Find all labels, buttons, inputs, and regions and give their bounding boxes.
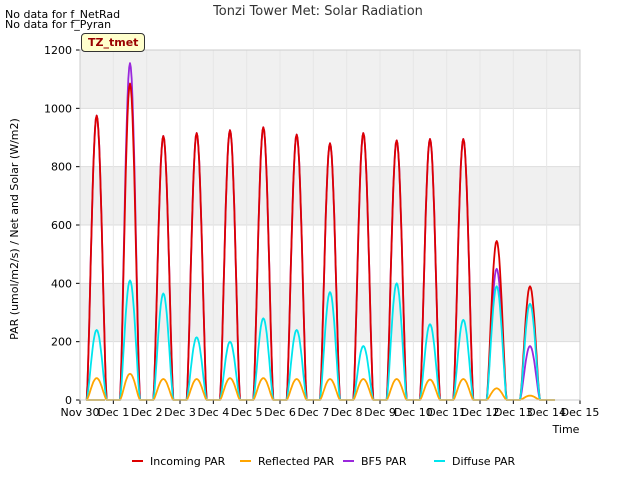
x-tick-label: Dec 2 xyxy=(131,406,163,419)
x-tick-label: Dec 8 xyxy=(331,406,363,419)
x-tick-label: Dec 14 xyxy=(527,406,566,419)
legend-label: Reflected PAR xyxy=(258,455,335,468)
x-tick-label: Dec 3 xyxy=(164,406,196,419)
y-axis-label: PAR (umol/m2/s) / Net and Solar (W/m2) xyxy=(8,118,21,340)
x-tick-label: Dec 7 xyxy=(297,406,329,419)
x-tick-label: Dec 15 xyxy=(561,406,600,419)
x-axis-label: Time xyxy=(552,423,580,436)
plot-band xyxy=(80,50,580,109)
x-tick-label: Dec 6 xyxy=(264,406,296,419)
y-tick-label: 1000 xyxy=(44,102,72,115)
plot-frame xyxy=(79,49,581,401)
no-data-note-netrad: No data for f_NetRad xyxy=(5,8,121,21)
no-data-note-pyran: No data for f_Pyran xyxy=(5,18,112,31)
x-tick-label: Dec 4 xyxy=(197,406,229,419)
x-tick-label: Dec 5 xyxy=(231,406,263,419)
x-tick-label: Dec 10 xyxy=(394,406,433,419)
x-tick-label: Dec 13 xyxy=(494,406,533,419)
y-tick-label: 1200 xyxy=(44,44,72,57)
y-tick-label: 200 xyxy=(51,336,72,349)
legend: Incoming PAR Reflected PAR BF5 PAR Diffuse … xyxy=(132,455,516,468)
plot-band xyxy=(80,166,580,225)
site-tag-label: TZ_tmet xyxy=(81,33,146,52)
x-tick-label: Dec 11 xyxy=(427,406,466,419)
y-tick-label: 0 xyxy=(65,394,72,407)
legend-label: Diffuse PAR xyxy=(452,455,516,468)
x-tick-label: Dec 1 xyxy=(97,406,129,419)
y-tick-label: 800 xyxy=(51,161,72,174)
y-tick-label: 400 xyxy=(51,277,72,290)
legend-label: Incoming PAR xyxy=(150,455,226,468)
legend-label: BF5 PAR xyxy=(361,455,407,468)
y-tick-label: 600 xyxy=(51,219,72,232)
chart-title: Tonzi Tower Met: Solar Radiation xyxy=(212,4,423,19)
x-tick-label: Nov 30 xyxy=(61,406,100,419)
x-tick-label: Dec 12 xyxy=(461,406,500,419)
x-tick-label: Dec 9 xyxy=(364,406,396,419)
